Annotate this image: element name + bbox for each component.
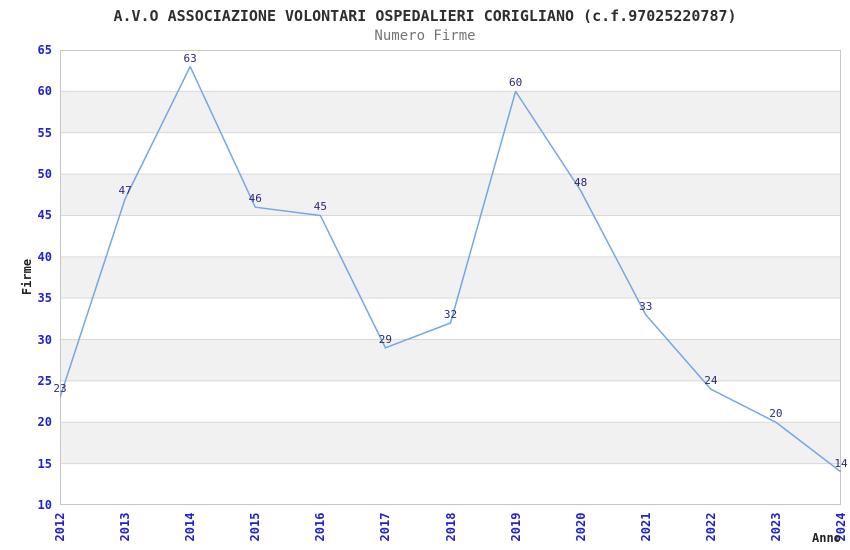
- data-label: 48: [574, 175, 588, 189]
- x-tick-label: 2017: [378, 512, 393, 542]
- y-tick-label: 35: [37, 291, 52, 306]
- y-axis-title: Firme: [20, 258, 34, 296]
- plot-border: [60, 50, 841, 505]
- x-tick-label: 2020: [573, 512, 588, 542]
- data-label: 14: [834, 456, 848, 470]
- y-tick-label: 65: [37, 43, 52, 57]
- y-tick-label: 15: [37, 456, 52, 471]
- series-line: [60, 65, 841, 473]
- data-label: 63: [183, 51, 197, 65]
- band: [60, 91, 841, 133]
- x-tick-label: 2015: [248, 512, 263, 542]
- x-tick-label: 2023: [768, 512, 783, 542]
- chart-title: A.V.O ASSOCIAZIONE VOLONTARI OSPEDALIERI…: [113, 7, 737, 25]
- data-label: 33: [639, 299, 653, 313]
- x-tick-label: 2021: [638, 512, 653, 542]
- x-tick-label: 2016: [313, 512, 328, 542]
- y-tick-label: 30: [37, 332, 52, 347]
- y-tick-label: 40: [37, 249, 52, 264]
- y-tick-label: 25: [37, 373, 52, 388]
- band: [60, 339, 841, 381]
- data-label: 46: [248, 192, 262, 206]
- x-axis-title: Anno: [812, 531, 841, 545]
- data-label: 32: [443, 308, 458, 321]
- x-tick-label: 2019: [508, 512, 523, 542]
- data-label: 60: [508, 76, 523, 90]
- y-tick-label: 45: [37, 208, 52, 223]
- data-label: 24: [704, 374, 718, 388]
- y-tick-label: 10: [37, 498, 52, 512]
- data-label: 29: [378, 332, 393, 346]
- line-chart-svg: [60, 50, 841, 505]
- data-label: 20: [769, 407, 783, 421]
- x-tick-label: 2012: [53, 512, 67, 542]
- plot-area: [60, 50, 841, 505]
- x-tick-label: 2022: [703, 512, 718, 542]
- data-label: 47: [118, 183, 132, 197]
- band: [60, 422, 841, 464]
- band: [60, 256, 841, 299]
- y-tick-label: 50: [37, 167, 52, 182]
- x-tick-label: 2018: [443, 512, 458, 542]
- y-tick-label: 20: [37, 415, 52, 430]
- data-label: 45: [313, 200, 327, 214]
- y-tick-label: 60: [37, 84, 52, 99]
- band: [60, 174, 841, 216]
- chart-subtitle: Numero Firme: [374, 28, 476, 44]
- x-tick-label: 2014: [183, 512, 198, 542]
- x-tick-label: 2013: [118, 512, 133, 542]
- data-label: 23: [53, 382, 67, 396]
- y-tick-label: 55: [37, 125, 52, 140]
